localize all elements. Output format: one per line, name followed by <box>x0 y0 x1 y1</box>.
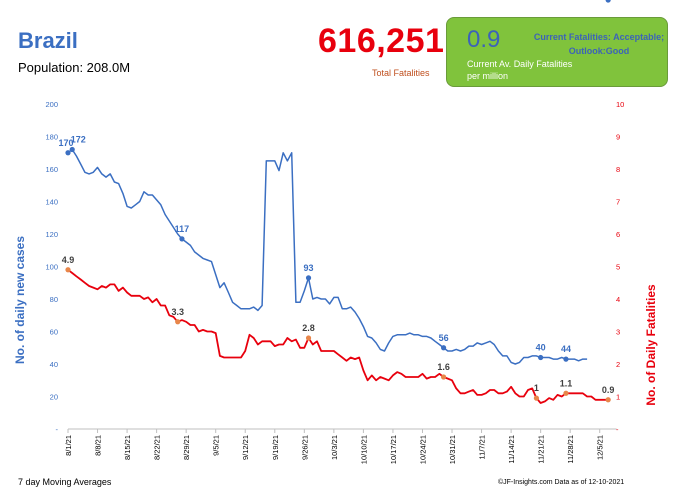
y-left-tick-label: 160 <box>45 165 58 174</box>
fatalities-data-label: 3.3 <box>171 307 184 317</box>
cases-point-marker <box>440 345 447 351</box>
y-right-tick-label: - <box>616 425 619 434</box>
y-right-tick-label: 2 <box>616 360 620 369</box>
cases-point-marker <box>179 236 185 242</box>
y-left-axis-title: No. of daily new cases <box>13 236 27 364</box>
x-tick-label: 9/5/21 <box>212 435 221 456</box>
country-title: Brazil <box>18 28 78 53</box>
x-tick-label: 10/3/21 <box>330 435 339 460</box>
fatalities-data-label: 1.6 <box>437 362 450 372</box>
population-label: Population: 208.0M <box>18 60 131 75</box>
y-left-tick-label: 80 <box>50 295 58 304</box>
footer-source: ©JF-Insights.com Data as of 12-10-2021 <box>498 479 625 486</box>
x-tick-label: 10/31/21 <box>448 435 457 464</box>
status-box: 0.9 Current Av. Daily Fatalities per mil… <box>446 17 668 87</box>
y-right-tick-label: 4 <box>616 295 620 304</box>
cases-data-label: 170 <box>58 138 73 148</box>
fatalities-data-label: 1.1 <box>560 378 573 388</box>
y-right-tick-label: 6 <box>616 230 620 239</box>
fatalities-series-line <box>67 269 609 404</box>
total-fatalities-label: Total Fatalities <box>372 68 430 78</box>
cases-data-label: 93 <box>304 263 314 273</box>
x-tick-label: 11/14/21 <box>507 435 516 464</box>
status-text: Current Fatalities: Acceptable; Outlook:… <box>533 32 665 56</box>
y-left-tick-label: 40 <box>50 360 58 369</box>
fatalities-data-label: 4.9 <box>62 255 75 265</box>
y-left-tick-label: 20 <box>50 393 58 402</box>
cases-series-line <box>67 148 588 365</box>
cases-point-marker <box>305 275 312 281</box>
y-right-tick-label: 1 <box>616 393 620 402</box>
y-right-tick-label: 10 <box>616 100 624 109</box>
fatalities-point-marker <box>175 319 181 325</box>
y-right-tick-label: 7 <box>616 198 620 207</box>
fatalities-data-label: 1 <box>534 383 539 393</box>
y-left-tick-label: 140 <box>45 198 58 207</box>
cases-data-label: 44 <box>561 344 571 354</box>
cases-data-label: 172 <box>71 135 86 145</box>
cases-point-marker <box>563 356 569 362</box>
y-left-tick-label: 180 <box>45 133 58 142</box>
y-left-tick-label: 200 <box>45 100 58 109</box>
x-tick-label: 8/22/21 <box>153 435 162 460</box>
y-right-tick-label: 3 <box>616 328 620 337</box>
y-left-tick-label: 60 <box>50 328 58 337</box>
cases-data-label: 43 <box>603 0 613 2</box>
x-tick-label: 8/1/21 <box>64 435 73 456</box>
cases-point-marker <box>65 150 71 156</box>
cases-data-label: 40 <box>536 343 546 353</box>
cases-point-marker <box>538 354 544 361</box>
x-tick-label: 10/24/21 <box>418 435 427 464</box>
fatalities-data-label: 0.9 <box>602 385 615 395</box>
y-right-tick-label: 8 <box>616 165 620 174</box>
x-tick-label: 9/12/21 <box>241 435 250 460</box>
x-tick-label: 12/5/21 <box>596 435 605 460</box>
fatalities-point-marker <box>305 335 312 341</box>
x-tick-label: 11/28/21 <box>566 435 575 464</box>
x-tick-label: 9/19/21 <box>271 435 280 460</box>
footer-note: 7 day Moving Averages <box>18 477 112 487</box>
x-tick-label: 10/17/21 <box>389 435 398 464</box>
total-fatalities-value: 616,251 <box>318 22 445 60</box>
cases-data-label: 56 <box>439 333 449 343</box>
current-avg-value: 0.9 <box>467 26 501 53</box>
x-tick-label: 11/7/21 <box>478 435 487 459</box>
x-tick-label: 9/26/21 <box>300 435 309 460</box>
fatalities-point-marker <box>533 395 540 401</box>
x-tick-label: 8/8/21 <box>94 435 103 456</box>
y-right-axis-title: No. of Daily Fatalities <box>644 284 658 406</box>
x-tick-label: 8/15/21 <box>123 435 132 460</box>
x-tick-label: 10/10/21 <box>359 435 368 464</box>
current-avg-label: Current Av. Daily Fatalities per million <box>467 59 573 81</box>
y-left-tick-label: 120 <box>45 230 58 239</box>
fatalities-point-marker <box>65 267 71 273</box>
x-tick-label: 11/21/21 <box>537 435 546 464</box>
x-tick-label: 8/29/21 <box>182 435 191 460</box>
y-left-tick-label: - <box>56 425 59 434</box>
y-right-tick-label: 9 <box>616 133 620 142</box>
y-left-tick-label: 100 <box>45 263 58 272</box>
y-right-tick-label: 5 <box>616 263 620 272</box>
fatalities-point-marker <box>563 390 569 396</box>
cases-data-label: 117 <box>175 224 190 234</box>
cases-point-marker <box>605 0 611 3</box>
fatalities-point-marker <box>440 374 447 380</box>
fatalities-data-label: 2.8 <box>302 323 315 333</box>
cases-point-marker <box>69 146 75 153</box>
fatalities-point-marker <box>605 397 611 403</box>
